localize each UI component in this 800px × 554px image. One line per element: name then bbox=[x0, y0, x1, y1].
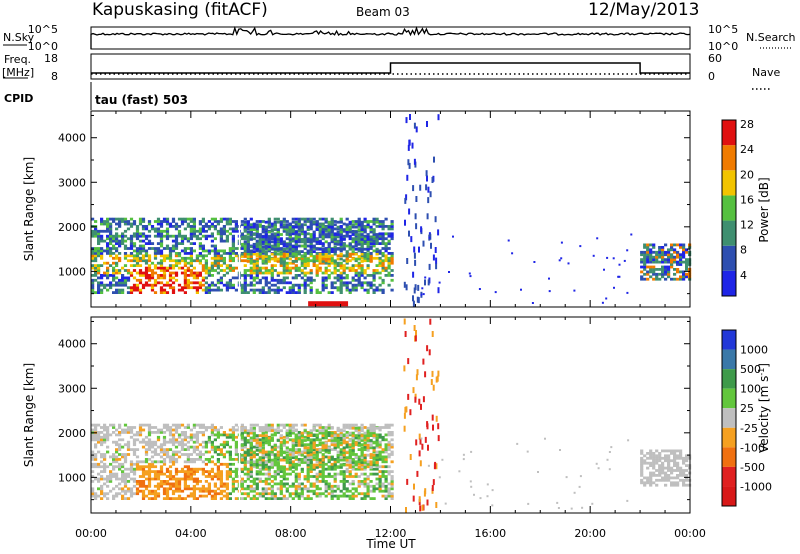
velocity-colorbar-tick: -25 bbox=[740, 422, 758, 435]
freq-label: Freq. bbox=[4, 53, 31, 66]
power-frame bbox=[90, 110, 691, 308]
power-colorbar-tick: 24 bbox=[740, 143, 754, 156]
power-colorbar-label: Power [dB] bbox=[757, 177, 771, 242]
y-tick-label: 4000 bbox=[58, 132, 86, 145]
x-tick-label: 04:00 bbox=[175, 527, 207, 540]
velocity-colorbar-label: Velocity [m s-1] bbox=[757, 363, 771, 453]
date-title: 12/May/2013 bbox=[588, 0, 700, 20]
power-colorbar-tick: 20 bbox=[740, 168, 754, 181]
power-colorbar-tick: 12 bbox=[740, 219, 754, 232]
freq-unit: [MHz] bbox=[2, 66, 34, 79]
nave-tick-top: 60 bbox=[708, 52, 722, 65]
station-title: Kapuskasing (fitACF) bbox=[92, 0, 268, 20]
power-colorbar-tick: 4 bbox=[740, 269, 747, 282]
x-tick-label: 12:00 bbox=[375, 527, 407, 540]
power-colorbar: 4 8 12 16 20 24 28 bbox=[721, 118, 754, 297]
nsky-series bbox=[90, 25, 691, 49]
nsky-tick-bottom: 10^0 bbox=[28, 40, 58, 53]
cpid-row: CPID tau (fast) 503 bbox=[4, 82, 188, 110]
freq-tick-top: 18 bbox=[44, 52, 58, 65]
x-tick-label: 20:00 bbox=[574, 527, 606, 540]
nsearch-tick-bottom: 10^0 bbox=[708, 40, 738, 53]
power-colorbar-tick: 16 bbox=[740, 193, 754, 206]
power-panel: 1000 2000 3000 4000 Slant Range [km] 4 8 12 16… bbox=[22, 110, 771, 308]
x-tick-label: 00:00 bbox=[674, 527, 706, 540]
y-tick-label: 4000 bbox=[58, 338, 86, 351]
nsky-tick-top: 10^5 bbox=[28, 23, 58, 36]
power-colorbar-tick: 28 bbox=[740, 118, 754, 131]
velocity-heatmap bbox=[91, 318, 692, 513]
velocity-panel: 1000 2000 3000 4000 Slant Range [km] 00:00 0… bbox=[22, 316, 772, 551]
nsearch-tick-top: 10^5 bbox=[708, 23, 738, 36]
power-colorbar-tick: 8 bbox=[740, 244, 747, 257]
y-tick-label: 3000 bbox=[58, 382, 86, 395]
velocity-colorbar-tick: -500 bbox=[740, 461, 765, 474]
y-tick-label: 3000 bbox=[58, 176, 86, 189]
y-tick-label: 2000 bbox=[58, 427, 86, 440]
power-heatmap bbox=[91, 114, 692, 307]
y-tick-label: 2000 bbox=[58, 221, 86, 234]
cpid-label: CPID bbox=[4, 92, 33, 105]
y-tick-label: 1000 bbox=[58, 265, 86, 278]
x-tick-label: 16:00 bbox=[474, 527, 506, 540]
nsky-label: N.Sky bbox=[3, 31, 35, 44]
freq-tick-bottom: 8 bbox=[51, 70, 58, 83]
y-tick-label: 1000 bbox=[58, 471, 86, 484]
nsearch-label: N.Search bbox=[746, 31, 796, 44]
power-ylabel: Slant Range [km] bbox=[22, 157, 36, 261]
nave-tick-bottom: 0 bbox=[708, 70, 715, 83]
velocity-colorbar-tick: 25 bbox=[740, 402, 754, 415]
x-tick-label: 00:00 bbox=[75, 527, 107, 540]
freq-strip: 18 8 Freq. [MHz] 60 0 Nave bbox=[2, 52, 780, 90]
cpid-value: tau (fast) 503 bbox=[95, 93, 188, 107]
velocity-colorbar-tick: -100 bbox=[740, 441, 765, 454]
velocity-colorbar: 1000 500 100 25 -25 -100 -500 -1000 bbox=[721, 329, 772, 507]
nave-label: Nave bbox=[752, 66, 780, 79]
velocity-colorbar-tick: 100 bbox=[740, 383, 761, 396]
freq-series bbox=[91, 62, 690, 74]
velocity-colorbar-tick: 500 bbox=[740, 363, 761, 376]
nsky-strip: 10^5 10^0 N.Sky 10^5 10^0 N.Search bbox=[3, 23, 796, 53]
velocity-ylabel: Slant Range [km] bbox=[22, 363, 36, 467]
velocity-colorbar-tick: -1000 bbox=[740, 480, 772, 493]
beam-title: Beam 03 bbox=[356, 5, 410, 19]
x-tick-label: 08:00 bbox=[275, 527, 307, 540]
velocity-colorbar-tick: 1000 bbox=[740, 344, 768, 357]
x-axis-label: Time UT bbox=[365, 537, 416, 551]
